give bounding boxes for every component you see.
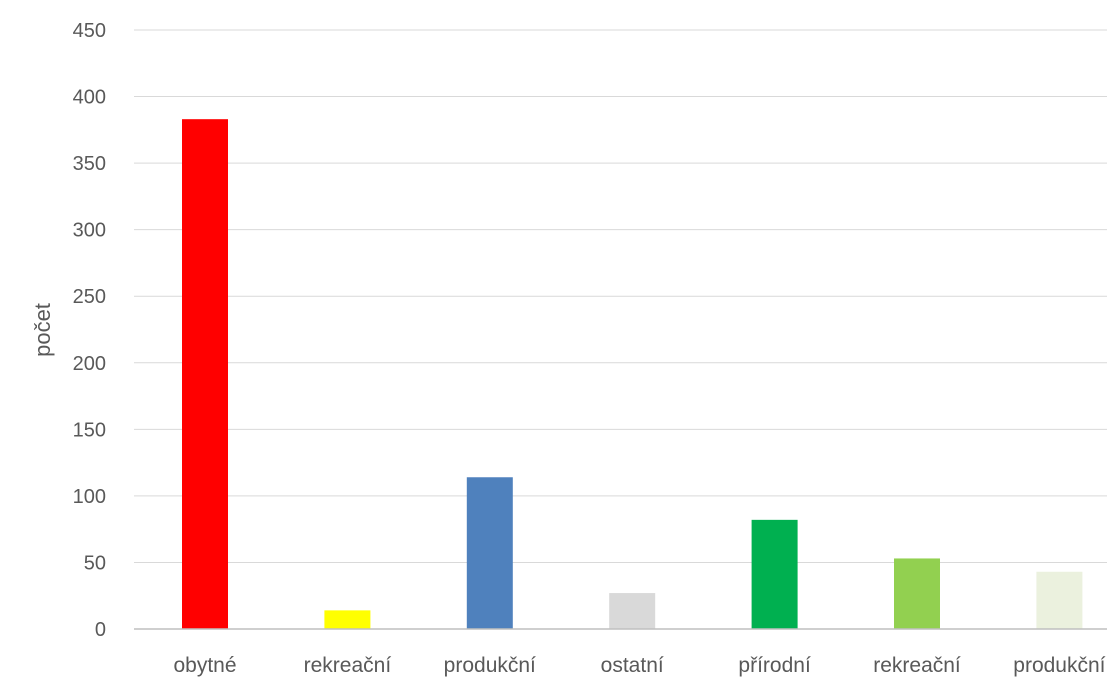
y-tick-label: 400 bbox=[73, 87, 106, 109]
bar-1 bbox=[182, 119, 228, 629]
bar-5 bbox=[751, 519, 798, 629]
x-tick-label: ostatní bbox=[601, 654, 664, 677]
x-tick-label: rekreační bbox=[873, 654, 961, 677]
x-tick-labels: obytné rekreační produkční ostatní přírodní r… bbox=[173, 654, 1105, 677]
y-tick-labels: 0 50 100 150 200 250 300 350 400 450 bbox=[73, 20, 106, 641]
y-axis-label: počet bbox=[30, 303, 55, 357]
y-tick-label: 150 bbox=[73, 419, 106, 441]
bar-4 bbox=[609, 593, 656, 629]
x-tick-label: produkční bbox=[444, 654, 536, 677]
x-tick-label: rekreační bbox=[304, 654, 392, 677]
x-tick-label: přírodní bbox=[738, 654, 811, 677]
y-tick-label: 50 bbox=[84, 552, 106, 574]
y-tick-label: 250 bbox=[73, 286, 106, 308]
gridlines bbox=[134, 29, 1107, 563]
bar-2 bbox=[324, 610, 371, 629]
y-tick-label: 0 bbox=[95, 619, 106, 641]
x-tick-label: obytné bbox=[173, 654, 236, 677]
y-tick-label: 300 bbox=[73, 220, 106, 242]
y-tick-label: 100 bbox=[73, 486, 106, 508]
y-tick-label: 200 bbox=[73, 353, 106, 375]
bars bbox=[182, 119, 1083, 629]
y-tick-label: 350 bbox=[73, 153, 106, 175]
bar-3 bbox=[466, 477, 513, 629]
bar-7 bbox=[1036, 571, 1083, 629]
bar-6 bbox=[894, 558, 940, 629]
y-tick-label: 450 bbox=[73, 20, 106, 42]
x-tick-label: produkční bbox=[1013, 654, 1105, 677]
